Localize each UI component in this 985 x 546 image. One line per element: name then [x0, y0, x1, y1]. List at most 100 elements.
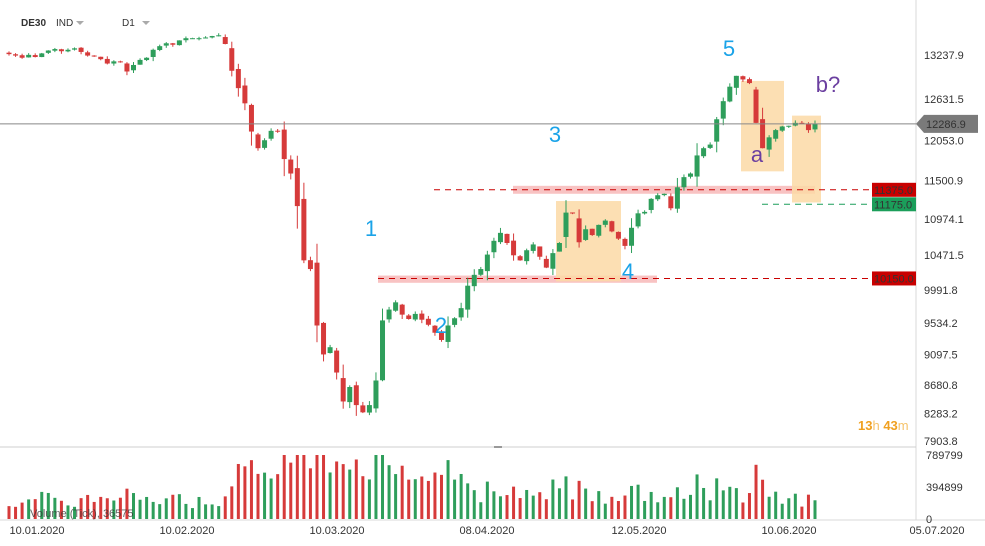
volume-bar — [747, 493, 751, 519]
candle-body — [812, 123, 818, 130]
volume-tick-label: 789799 — [926, 450, 963, 462]
volume-bar — [472, 490, 476, 519]
candle-body — [65, 49, 71, 52]
time-tick-label: 12.05.2020 — [611, 525, 666, 537]
volume-bar — [610, 496, 614, 519]
volume-bar — [230, 486, 234, 519]
resistance-zone-11375[interactable] — [513, 185, 815, 194]
candle-body — [504, 233, 510, 243]
volume-bar — [367, 479, 371, 519]
candles-layer — [6, 33, 818, 416]
volume-bar — [276, 474, 280, 519]
volume-bar — [210, 504, 214, 519]
volume-bar — [806, 494, 810, 519]
volume-bar — [485, 481, 489, 519]
volume-bar — [492, 491, 496, 519]
price-tick-label: 8680.8 — [924, 380, 958, 392]
levels-layer: 11375.0 11175.0 10150.0 — [378, 182, 916, 286]
symbol-name[interactable]: DE30 — [21, 18, 46, 29]
level-label: 11175.0 — [874, 199, 912, 211]
candle-body — [229, 48, 235, 71]
volume-bar — [158, 504, 162, 519]
candle-body — [58, 49, 64, 52]
volume-bar — [564, 476, 568, 519]
volume-bar — [512, 486, 516, 519]
volume-bar — [597, 491, 601, 519]
interval-label[interactable]: D1 — [122, 18, 135, 29]
volume-bar — [256, 473, 260, 519]
candle-body — [609, 221, 615, 232]
volume-bar — [335, 461, 339, 519]
candle-body — [242, 85, 248, 104]
volume-bar — [557, 488, 561, 519]
price-tick-label: 10974.1 — [924, 214, 964, 226]
price-tick-label: 9097.5 — [924, 350, 958, 362]
candle-body — [425, 318, 431, 325]
wave-label: a — [751, 142, 764, 167]
volume-bar — [282, 455, 286, 519]
volume-bar — [341, 464, 345, 519]
volume-bar — [630, 485, 634, 519]
candle-body — [176, 40, 182, 46]
volume-bar — [571, 499, 575, 519]
candle-body — [91, 55, 97, 57]
volume-bar — [479, 502, 483, 519]
support-zone-10150[interactable] — [378, 275, 657, 283]
timer-minutes-unit: m — [897, 418, 909, 433]
timer-minutes: 43 — [883, 418, 898, 433]
volume-bar — [92, 501, 96, 519]
volume-bar — [780, 503, 784, 519]
timer-hours: 13 — [858, 418, 873, 433]
candle-body — [438, 331, 444, 340]
candle-timer: 13h 43m — [858, 418, 909, 433]
chevron-down-icon[interactable] — [142, 21, 150, 25]
candle-body — [327, 347, 333, 354]
candle-body — [393, 302, 399, 311]
volume-tick-label: 394899 — [926, 482, 963, 494]
volume-bar — [767, 496, 771, 519]
volume-bar — [459, 473, 463, 519]
candle-body — [805, 124, 811, 131]
candle-body — [334, 350, 340, 373]
volume-bar — [46, 492, 50, 519]
candle-body — [550, 253, 556, 269]
volume-bar — [715, 478, 719, 519]
candle-body — [786, 125, 792, 127]
time-tick-label: 10.01.2020 — [9, 525, 64, 537]
candle-body — [517, 256, 523, 261]
candle-body — [347, 387, 353, 403]
candle-body — [412, 313, 418, 320]
volume-bar — [728, 486, 732, 519]
volume-bar — [27, 499, 31, 519]
candle-body — [314, 262, 320, 326]
volume-bar — [289, 462, 293, 519]
volume-bar — [662, 496, 666, 519]
symbol-type: IND — [56, 18, 73, 29]
candle-body — [131, 64, 137, 71]
candle-body — [596, 224, 602, 236]
candle-body — [78, 47, 84, 52]
volume-bar — [66, 505, 70, 519]
candle-body — [137, 59, 143, 65]
candle-body — [674, 187, 680, 209]
volume-layer — [7, 455, 817, 519]
candle-body — [681, 177, 687, 188]
candle-body — [648, 198, 654, 210]
volume-bar — [498, 496, 502, 519]
candle-body — [294, 168, 300, 207]
chevron-down-icon[interactable] — [76, 21, 84, 25]
volume-bar — [204, 504, 208, 519]
volume-bar — [741, 502, 745, 519]
volume-bar — [138, 499, 142, 519]
candle-body — [144, 57, 150, 61]
volume-bar — [394, 474, 398, 519]
volume-bar — [177, 494, 181, 519]
wave-label: 4 — [622, 259, 634, 284]
price-tick-label: 13237.9 — [924, 50, 964, 62]
volume-bar — [466, 483, 470, 519]
candle-body — [235, 68, 241, 89]
price-axis: 13237.9 12631.5 12053.0 11500.9 10974.1 10471… — [0, 50, 978, 448]
candle-body — [6, 52, 12, 55]
candle-body — [543, 258, 549, 268]
